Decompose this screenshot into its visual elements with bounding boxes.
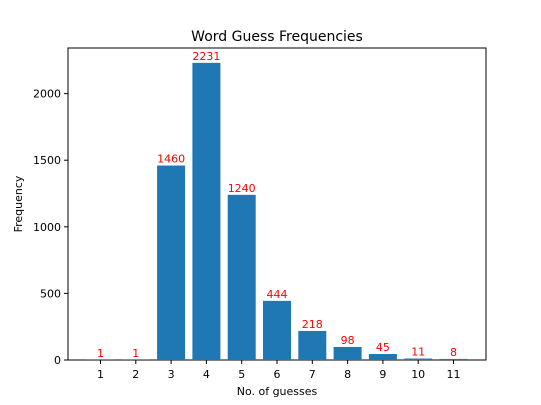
x-ticks-layer: 1 2 3 4 5 6 7 8 9 10 11: [97, 360, 461, 381]
bars-layer: [86, 62, 468, 360]
bar-4: [192, 62, 221, 360]
bar-6: [263, 300, 291, 360]
y-tick-label-1000: 1000: [33, 221, 61, 234]
bar-9: [368, 354, 397, 360]
data-label-3: 1460: [157, 153, 185, 166]
data-label-1: 1: [97, 347, 104, 360]
y-axis-label: Frequency: [12, 175, 25, 232]
x-tick-label-5: 5: [238, 368, 245, 381]
data-label-2: 1: [132, 347, 139, 360]
x-tick-label-4: 4: [203, 368, 210, 381]
data-label-6: 444: [267, 288, 288, 301]
bar-11: [439, 358, 468, 360]
y-tick-label-1500: 1500: [33, 154, 61, 167]
y-ticks-layer: 0 500 1000 1500 2000: [33, 88, 68, 367]
x-tick-label-9: 9: [379, 368, 386, 381]
x-tick-label-10: 10: [411, 368, 425, 381]
chart-title: Word Guess Frequencies: [191, 29, 363, 45]
x-tick-label-8: 8: [344, 368, 351, 381]
data-label-8: 98: [341, 334, 355, 347]
y-tick-label-0: 0: [54, 354, 61, 367]
data-label-5: 1240: [228, 182, 256, 195]
x-tick-label-6: 6: [274, 368, 281, 381]
bar-5: [227, 194, 256, 360]
data-label-9: 45: [376, 341, 390, 354]
data-label-11: 8: [450, 346, 457, 359]
bar-7: [298, 330, 327, 360]
bar-10: [404, 358, 433, 360]
x-tick-label-7: 7: [309, 368, 316, 381]
x-tick-label-11: 11: [447, 368, 461, 381]
x-tick-label-3: 3: [168, 368, 175, 381]
y-tick-label-500: 500: [40, 287, 61, 300]
y-tick-label-2000: 2000: [33, 88, 61, 101]
data-label-10: 11: [411, 346, 425, 359]
x-tick-label-2: 2: [132, 368, 139, 381]
data-label-4: 2231: [192, 50, 220, 63]
x-axis-label: No. of guesses: [237, 385, 318, 398]
bar-3: [157, 165, 186, 360]
data-label-7: 218: [302, 318, 323, 331]
x-tick-label-1: 1: [97, 368, 104, 381]
bar-8: [333, 346, 362, 360]
